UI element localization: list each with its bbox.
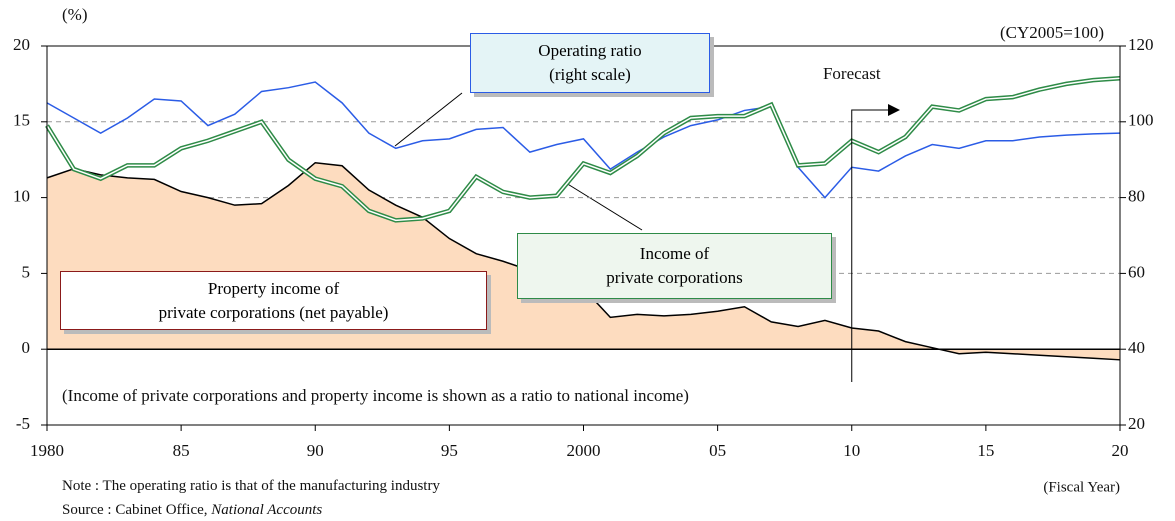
pointer-line (565, 182, 643, 231)
plot-note: (Income of private corporations and prop… (62, 386, 689, 405)
x-tick-label: 85 (173, 441, 190, 460)
y2-tick-label: 80 (1128, 187, 1145, 206)
y-tick-label: 10 (13, 187, 30, 206)
note: Note : The operating ratio is that of th… (62, 478, 440, 494)
source: Source : Cabinet Office, National Accoun… (62, 502, 322, 519)
pointer-line (394, 92, 463, 147)
source-text: Source : Cabinet Office, (62, 502, 208, 518)
series-line-inner (46, 77, 1121, 222)
y2-tick-label: 120 (1128, 35, 1154, 54)
y-tick-label: -5 (16, 414, 30, 433)
x-tick-label: 10 (843, 441, 860, 460)
label-box: Income of private corporations (517, 233, 832, 299)
y2-tick-label: 40 (1128, 338, 1145, 357)
label-box: Operating ratio (right scale) (470, 33, 710, 93)
x-axis-label: (Fiscal Year) (1043, 479, 1120, 495)
arrow-head (888, 104, 900, 116)
x-tick-label: 2000 (567, 441, 601, 460)
y2-tick-label: 20 (1128, 414, 1145, 433)
label-box: Property income of private corporations … (60, 271, 487, 330)
y-tick-label: 20 (13, 35, 30, 54)
left-unit: (%) (62, 5, 87, 24)
x-tick-label: 90 (307, 441, 324, 460)
source-title: National Accounts (211, 502, 323, 518)
x-tick-label: 1980 (30, 441, 64, 460)
forecast-label: Forecast (823, 64, 881, 83)
y-tick-label: 0 (22, 338, 31, 357)
y2-tick-label: 60 (1128, 262, 1145, 281)
y2-tick-label: 100 (1128, 111, 1154, 130)
x-tick-label: 20 (1112, 441, 1129, 460)
y-tick-label: 5 (22, 262, 31, 281)
series-line (46, 81, 1121, 199)
y-tick-label: 15 (13, 111, 30, 130)
x-tick-label: 15 (977, 441, 994, 460)
right-unit: (CY2005=100) (1000, 23, 1104, 42)
forecast-arrow (851, 109, 890, 382)
x-tick-label: 95 (441, 441, 458, 460)
x-tick-label: 05 (709, 441, 726, 460)
